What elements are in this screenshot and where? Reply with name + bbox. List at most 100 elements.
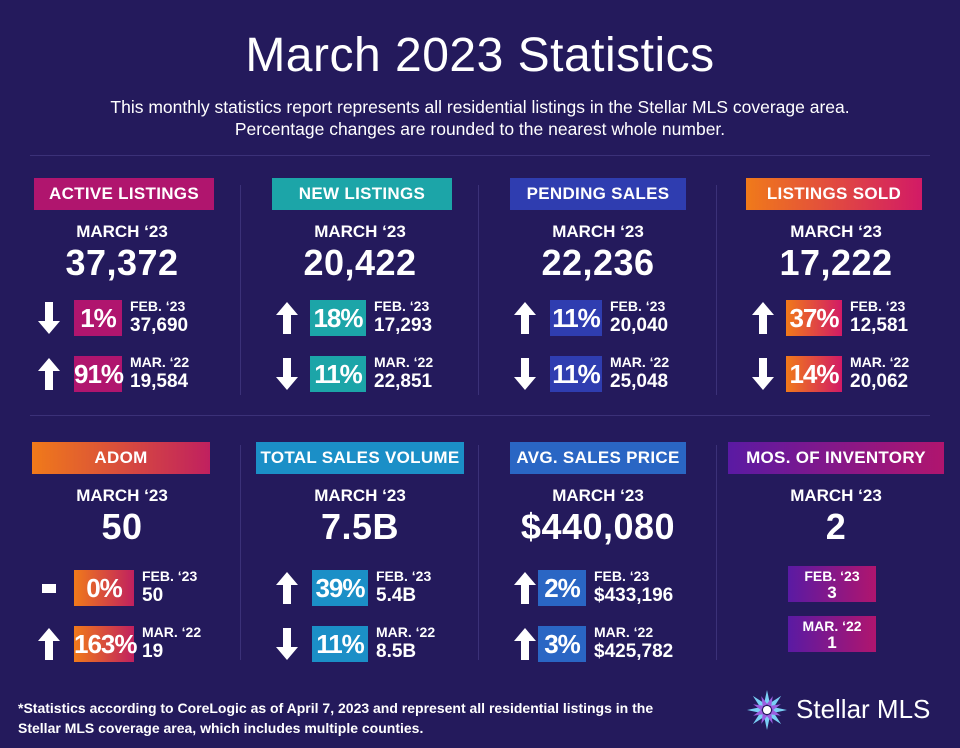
comparison-value: 17,293 bbox=[374, 315, 433, 336]
logo-text: Stellar MLS bbox=[796, 694, 931, 724]
divider-col-3 bbox=[716, 185, 717, 395]
divider-col-2 bbox=[478, 185, 479, 395]
page-subtitle: This monthly statistics report represent… bbox=[0, 96, 960, 140]
period-label: MARCH ‘23 bbox=[552, 486, 644, 505]
flat-dash-icon bbox=[42, 584, 56, 593]
stellar-mls-logo: Stellar MLS bbox=[744, 688, 944, 732]
comparison-label: FEB. ‘23 bbox=[130, 298, 186, 314]
percent-change: 11% bbox=[312, 626, 368, 662]
stat-badge: AVG. SALES PRICE bbox=[510, 442, 686, 474]
period-label: MARCH ‘23 bbox=[552, 222, 644, 241]
percent-change: 11% bbox=[310, 356, 366, 392]
footnote-line-1: *Statistics according to CoreLogic as of… bbox=[18, 700, 654, 716]
percent-change: 3% bbox=[538, 626, 586, 662]
comparison-row: 1% FEB. ‘23 37,690 bbox=[4, 298, 240, 338]
stat-card: MOS. OF INVENTORY MARCH ‘23 2 FEB. ‘23 3 MAR.… bbox=[718, 442, 954, 682]
divider-col-5 bbox=[478, 445, 479, 660]
comparison-label: MAR. ‘22 bbox=[130, 354, 190, 370]
comparison-row: 3% MAR. ‘22 $425,782 bbox=[480, 624, 716, 664]
percent-change: 1% bbox=[74, 300, 122, 336]
percent-change: 0% bbox=[74, 570, 134, 606]
period-label: MARCH ‘23 bbox=[314, 486, 406, 505]
stat-card: ADOM MARCH ‘23 50 0% FEB. ‘23 50 163% MAR. ‘22 1… bbox=[4, 442, 240, 682]
arrow-up-icon bbox=[514, 302, 536, 334]
comparison-row: 163% MAR. ‘22 19 bbox=[4, 624, 240, 664]
footnote: *Statistics according to CoreLogic as of… bbox=[18, 698, 738, 738]
comparison-row: 37% FEB. ‘23 12,581 bbox=[718, 298, 954, 338]
stat-card: PENDING SALES MARCH ‘23 22,236 11% FEB. ‘23 2… bbox=[480, 178, 716, 418]
inventory-box-label: MAR. ‘22 bbox=[802, 618, 862, 634]
stellar-star-icon bbox=[747, 690, 787, 730]
comparison-value: 19,584 bbox=[130, 371, 189, 392]
divider-top bbox=[30, 155, 930, 156]
comparison-row: 2% FEB. ‘23 $433,196 bbox=[480, 568, 716, 608]
subtitle-line-1: This monthly statistics report represent… bbox=[110, 97, 850, 117]
comparison-label: FEB. ‘23 bbox=[376, 568, 432, 584]
divider-col-6 bbox=[716, 445, 717, 660]
stat-card: AVG. SALES PRICE MARCH ‘23 $440,080 2% FEB. … bbox=[480, 442, 716, 682]
arrow-up-icon bbox=[276, 302, 298, 334]
comparison-row: 91% MAR. ‘22 19,584 bbox=[4, 354, 240, 394]
comparison-label: MAR. ‘22 bbox=[594, 624, 654, 640]
comparison-value: $425,782 bbox=[594, 641, 674, 662]
comparison-label: FEB. ‘23 bbox=[594, 568, 650, 584]
subtitle-line-2: Percentage changes are rounded to the ne… bbox=[234, 119, 726, 139]
comparison-value: 8.5B bbox=[376, 641, 417, 662]
divider-middle bbox=[30, 415, 930, 416]
percent-change: 14% bbox=[786, 356, 842, 392]
percent-change: 39% bbox=[312, 570, 368, 606]
period-label: MARCH ‘23 bbox=[790, 222, 882, 241]
comparison-row: 18% FEB. ‘23 17,293 bbox=[242, 298, 478, 338]
percent-change: 37% bbox=[786, 300, 842, 336]
period-value: 22,236 bbox=[541, 242, 655, 283]
comparison-label: FEB. ‘23 bbox=[850, 298, 906, 314]
comparison-row: 0% FEB. ‘23 50 bbox=[4, 568, 240, 608]
comparison-row: 11% MAR. ‘22 22,851 bbox=[242, 354, 478, 394]
period-label: MARCH ‘23 bbox=[790, 486, 882, 505]
comparison-value: 20,040 bbox=[610, 315, 669, 336]
comparison-label: MAR. ‘22 bbox=[850, 354, 910, 370]
arrow-up-icon bbox=[38, 628, 60, 660]
arrow-down-icon bbox=[752, 358, 774, 390]
stat-badge: MOS. OF INVENTORY bbox=[728, 442, 944, 474]
comparison-row: 11% FEB. ‘23 20,040 bbox=[480, 298, 716, 338]
period-value: 37,372 bbox=[65, 242, 179, 283]
comparison-value: 12,581 bbox=[850, 315, 909, 336]
period-value: 50 bbox=[101, 506, 143, 547]
comparison-row: 14% MAR. ‘22 20,062 bbox=[718, 354, 954, 394]
comparison-value: 19 bbox=[142, 641, 164, 662]
stat-badge: ADOM bbox=[32, 442, 210, 474]
arrow-down-icon bbox=[38, 302, 60, 334]
comparison-value: 50 bbox=[142, 585, 164, 606]
stat-card: TOTAL SALES VOLUME MARCH ‘23 7.5B 39% FEB. ‘… bbox=[242, 442, 478, 682]
arrow-up-icon bbox=[752, 302, 774, 334]
inventory-box-label: FEB. ‘23 bbox=[804, 568, 860, 584]
stat-card: NEW LISTINGS MARCH ‘23 20,422 18% FEB. ‘23 17… bbox=[242, 178, 478, 418]
comparison-label: FEB. ‘23 bbox=[142, 568, 198, 584]
stat-badge: LISTINGS SOLD bbox=[746, 178, 922, 210]
stat-card: ACTIVE LISTINGS MARCH ‘23 37,372 1% FEB. ‘23… bbox=[4, 178, 240, 418]
period-value: 7.5B bbox=[320, 506, 400, 547]
stat-badge: PENDING SALES bbox=[510, 178, 686, 210]
footnote-line-2: Stellar MLS coverage area, which include… bbox=[18, 720, 424, 736]
stat-badge: TOTAL SALES VOLUME bbox=[256, 442, 464, 474]
stat-card: LISTINGS SOLD MARCH ‘23 17,222 37% FEB. ‘23 1… bbox=[718, 178, 954, 418]
percent-change: 2% bbox=[538, 570, 586, 606]
percent-change: 11% bbox=[550, 356, 602, 392]
page-title: March 2023 Statistics bbox=[245, 29, 715, 82]
comparison-label: FEB. ‘23 bbox=[374, 298, 430, 314]
period-label: MARCH ‘23 bbox=[76, 486, 168, 505]
percent-change: 18% bbox=[310, 300, 366, 336]
comparison-value: 37,690 bbox=[130, 315, 189, 336]
comparison-value: $433,196 bbox=[594, 585, 674, 606]
percent-change: 91% bbox=[74, 356, 124, 392]
percent-change: 11% bbox=[550, 300, 602, 336]
arrow-up-icon bbox=[38, 358, 60, 390]
comparison-label: FEB. ‘23 bbox=[610, 298, 666, 314]
comparison-label: MAR. ‘22 bbox=[374, 354, 434, 370]
period-value: 2 bbox=[825, 506, 847, 547]
comparison-value: 20,062 bbox=[850, 371, 909, 392]
arrow-up-icon bbox=[514, 572, 536, 604]
percent-change: 163% bbox=[74, 626, 138, 662]
comparison-row: 11% MAR. ‘22 8.5B bbox=[242, 624, 478, 664]
